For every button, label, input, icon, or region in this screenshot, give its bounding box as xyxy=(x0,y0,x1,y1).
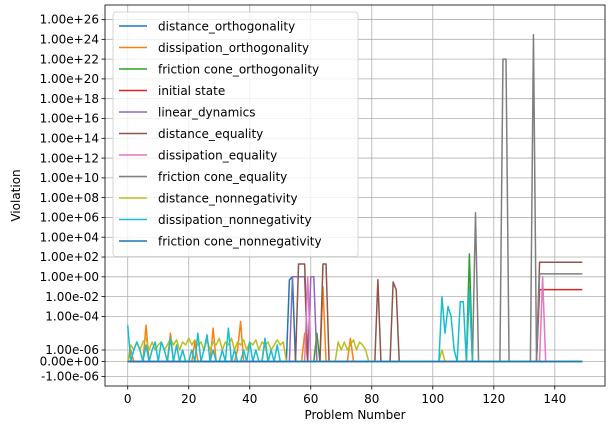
legend-label: initial state xyxy=(158,84,225,98)
y-tick-label: 1.00e+00 xyxy=(40,270,99,284)
legend: distance_orthogonality dissipation_orthog… xyxy=(113,12,358,257)
y-tick-label: 1.00e-04 xyxy=(45,310,99,324)
x-tick-label: 40 xyxy=(242,392,257,406)
y-axis-title: Violation xyxy=(9,169,23,221)
x-tick-label: 120 xyxy=(482,392,505,406)
x-tick-label: 60 xyxy=(303,392,318,406)
legend-label: dissipation_nonnegativity xyxy=(158,213,312,227)
y-tick-label: 1.00e+26 xyxy=(40,13,99,27)
y-tick-label: 1.00e+02 xyxy=(40,250,99,264)
legend-label: distance_orthogonality xyxy=(158,19,295,33)
legend-label: friction cone_orthogonality xyxy=(158,62,319,76)
y-tick-label: 1.00e+18 xyxy=(40,92,99,106)
x-tick-label: 140 xyxy=(543,392,566,406)
y-tick-label: 1.00e+22 xyxy=(40,52,99,66)
x-axis-title: Problem Number xyxy=(304,408,405,422)
y-tick-label: 1.00e+14 xyxy=(40,131,99,145)
x-tick-label: 20 xyxy=(181,392,196,406)
y-tick-label: 1.00e+04 xyxy=(40,230,99,244)
legend-label: friction cone_nonnegativity xyxy=(158,234,322,248)
legend-label: friction cone_equality xyxy=(158,170,287,184)
x-tick-label: 100 xyxy=(421,392,444,406)
y-tick-label: 1.00e+10 xyxy=(40,171,99,185)
y-tick-label: 1.00e-02 xyxy=(45,290,99,304)
legend-label: dissipation_orthogonality xyxy=(158,41,309,55)
y-tick-label: 1.00e+06 xyxy=(40,211,99,225)
legend-label: dissipation_equality xyxy=(158,148,277,162)
y-tick-label: 1.00e+20 xyxy=(40,72,99,86)
legend-label: distance_nonnegativity xyxy=(158,191,298,205)
y-tick-label: 1.00e-06 xyxy=(45,343,99,357)
legend-label: linear_dynamics xyxy=(158,105,256,119)
x-tick-label: 80 xyxy=(364,392,379,406)
y-tick-label: 1.00e+16 xyxy=(40,112,99,126)
y-tick-label: -1.00e-06 xyxy=(41,370,99,384)
y-tick-label: 1.00e+24 xyxy=(40,33,99,47)
y-tick-label: 1.00e+12 xyxy=(40,151,99,165)
x-tick-label: 0 xyxy=(124,392,132,406)
y-tick-label: 1.00e+08 xyxy=(40,191,99,205)
legend-label: distance_equality xyxy=(158,127,263,141)
